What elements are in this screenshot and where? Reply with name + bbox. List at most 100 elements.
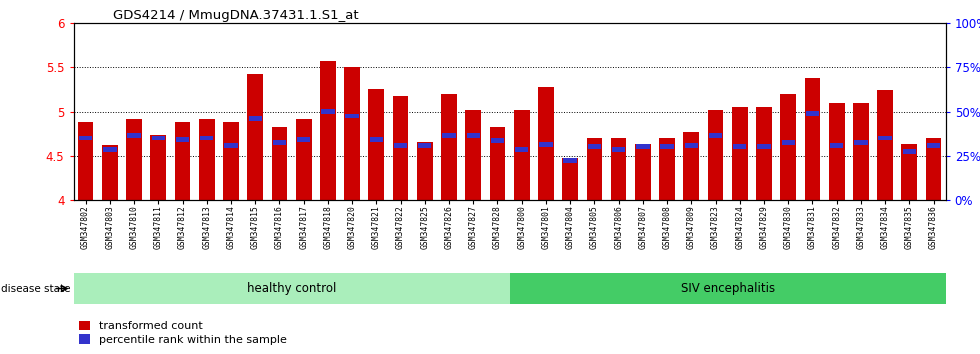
Text: GSM347828: GSM347828 (493, 205, 502, 249)
Text: GSM347802: GSM347802 (81, 205, 90, 249)
Text: GSM347813: GSM347813 (202, 205, 212, 249)
Bar (297, 137, 311, 142)
Text: GSM347812: GSM347812 (178, 205, 187, 249)
Text: GSM347817: GSM347817 (299, 205, 308, 249)
Text: GSM347804: GSM347804 (565, 205, 574, 249)
Text: GSM347830: GSM347830 (784, 205, 793, 249)
Text: GSM347820: GSM347820 (348, 205, 357, 249)
Bar (611, 138, 626, 200)
Bar (77, 122, 93, 200)
Bar (683, 132, 699, 200)
Text: GSM347835: GSM347835 (905, 205, 914, 249)
Text: healthy control: healthy control (247, 282, 336, 295)
Text: GSM347824: GSM347824 (735, 205, 744, 249)
Bar (368, 88, 384, 200)
Text: GSM347821: GSM347821 (371, 205, 381, 249)
Bar (732, 107, 748, 200)
Bar (344, 67, 360, 200)
Text: GSM347814: GSM347814 (226, 205, 235, 249)
Text: GSM347831: GSM347831 (808, 205, 817, 249)
Text: GSM347808: GSM347808 (662, 205, 671, 249)
Bar (490, 126, 506, 200)
Bar (79, 136, 92, 141)
Bar (103, 147, 117, 152)
Bar (491, 138, 504, 143)
Bar (830, 143, 844, 148)
Bar (781, 140, 795, 145)
Bar (660, 138, 675, 200)
Bar (709, 133, 722, 138)
Bar (466, 110, 481, 200)
Text: GSM347836: GSM347836 (929, 205, 938, 249)
Text: GSM347832: GSM347832 (832, 205, 841, 249)
Bar (586, 138, 603, 200)
Bar (466, 133, 480, 138)
Bar (249, 116, 262, 121)
Bar (588, 144, 601, 149)
Text: GSM347815: GSM347815 (251, 205, 260, 249)
Bar (271, 126, 287, 200)
Bar (320, 61, 336, 200)
Bar (685, 143, 698, 148)
Bar (223, 122, 239, 200)
Bar (806, 111, 819, 116)
Text: disease state: disease state (1, 284, 71, 293)
Bar (780, 94, 796, 200)
Text: GSM347810: GSM347810 (129, 205, 138, 249)
Bar (126, 119, 142, 200)
Bar (514, 110, 529, 200)
Text: GSM347823: GSM347823 (711, 205, 720, 249)
Bar (733, 144, 747, 149)
Bar (539, 142, 553, 147)
Text: GSM347826: GSM347826 (445, 205, 454, 249)
Bar (102, 145, 118, 200)
Bar (805, 78, 820, 200)
Bar (416, 142, 433, 200)
Bar (296, 119, 312, 200)
Text: GSM347833: GSM347833 (857, 205, 865, 249)
Bar (855, 140, 867, 145)
Bar (538, 87, 554, 200)
Text: GSM347801: GSM347801 (541, 205, 551, 249)
Bar (74, 273, 510, 304)
Bar (757, 107, 772, 200)
Text: GSM347816: GSM347816 (275, 205, 284, 249)
Bar (927, 143, 940, 148)
Bar (661, 144, 674, 149)
Text: GSM347806: GSM347806 (614, 205, 623, 249)
Text: GSM347807: GSM347807 (638, 205, 648, 249)
Bar (515, 147, 528, 152)
Bar (394, 143, 408, 148)
Bar (200, 136, 214, 141)
Bar (442, 133, 456, 138)
Bar (127, 133, 141, 138)
Bar (926, 138, 942, 200)
Bar (345, 114, 359, 118)
Bar (321, 109, 334, 114)
Bar (877, 90, 893, 200)
Text: GSM347811: GSM347811 (154, 205, 163, 249)
Bar (878, 136, 892, 141)
Bar (152, 136, 165, 141)
Bar (174, 122, 190, 200)
Text: GSM347809: GSM347809 (687, 205, 696, 249)
Bar (635, 144, 651, 200)
Bar (150, 135, 167, 200)
Text: GDS4214 / MmugDNA.37431.1.S1_at: GDS4214 / MmugDNA.37431.1.S1_at (113, 9, 359, 22)
Legend: transformed count, percentile rank within the sample: transformed count, percentile rank withi… (79, 321, 287, 345)
Bar (636, 144, 650, 149)
Bar (510, 273, 946, 304)
Text: GSM347818: GSM347818 (323, 205, 332, 249)
Text: GSM347829: GSM347829 (760, 205, 768, 249)
Text: GSM347805: GSM347805 (590, 205, 599, 249)
Bar (247, 74, 263, 200)
Text: GSM347800: GSM347800 (517, 205, 526, 249)
Bar (563, 159, 578, 200)
Text: GSM347803: GSM347803 (105, 205, 115, 249)
Bar (369, 137, 383, 142)
Text: SIV encephalitis: SIV encephalitis (680, 282, 775, 295)
Bar (903, 149, 916, 154)
Bar (441, 94, 457, 200)
Bar (829, 103, 845, 200)
Text: GSM347827: GSM347827 (468, 205, 478, 249)
